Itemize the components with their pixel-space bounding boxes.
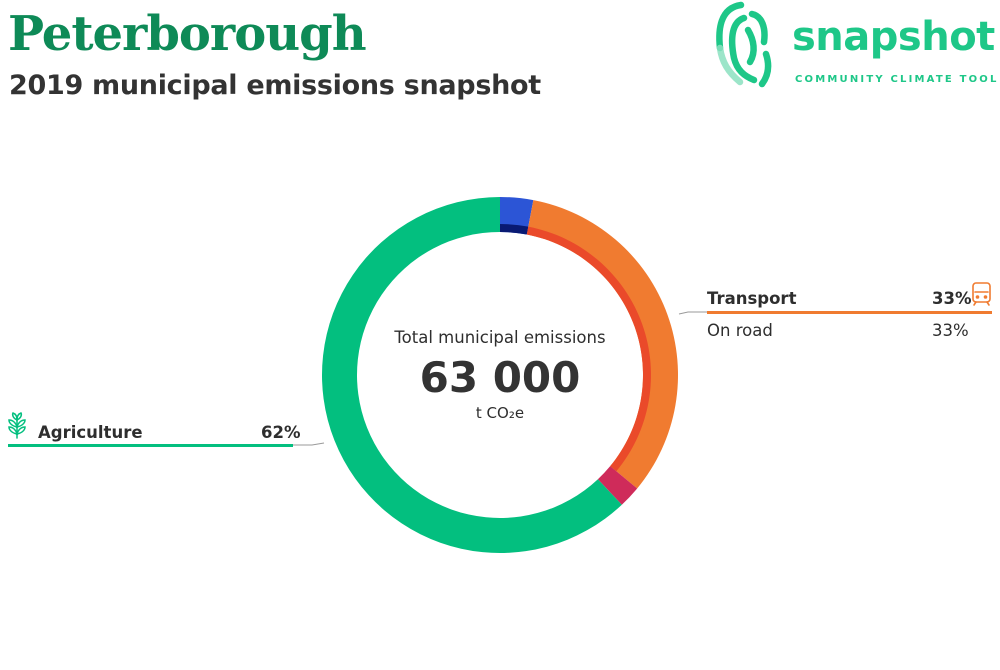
page-subtitle: 2019 municipal emissions snapshot <box>9 70 541 101</box>
fingerprint-icon <box>716 1 772 88</box>
total-unit: t CO₂e <box>475 404 525 422</box>
agriculture-underline <box>8 444 293 447</box>
logo-tagline: COMMUNITY CLIMATE TOOL <box>795 74 999 85</box>
page-title: Peterborough <box>8 6 367 62</box>
agriculture-label: Agriculture <box>38 423 143 442</box>
segment-agriculture <box>322 197 622 553</box>
segment-crimson <box>597 466 638 505</box>
agriculture-leader-line <box>293 442 325 446</box>
total-value: 63 000 <box>419 353 581 402</box>
transport-underline <box>707 311 992 314</box>
on-road-percent: 33% <box>932 321 969 340</box>
segment-on-road <box>526 226 651 472</box>
train-icon <box>972 282 991 306</box>
agriculture-percent: 62% <box>261 423 301 442</box>
transport-label: Transport <box>707 289 797 308</box>
transport-percent: 33% <box>932 289 972 308</box>
logo-wordmark: snapshot <box>792 14 995 60</box>
wheat-icon <box>8 412 26 439</box>
total-label: Total municipal emissions <box>394 328 606 347</box>
segment-navy-inner <box>500 224 529 235</box>
on-road-label: On road <box>707 321 773 340</box>
snapshot-logo: snapshot COMMUNITY CLIMATE TOOL <box>714 0 1000 92</box>
transport-leader-line <box>678 311 707 315</box>
